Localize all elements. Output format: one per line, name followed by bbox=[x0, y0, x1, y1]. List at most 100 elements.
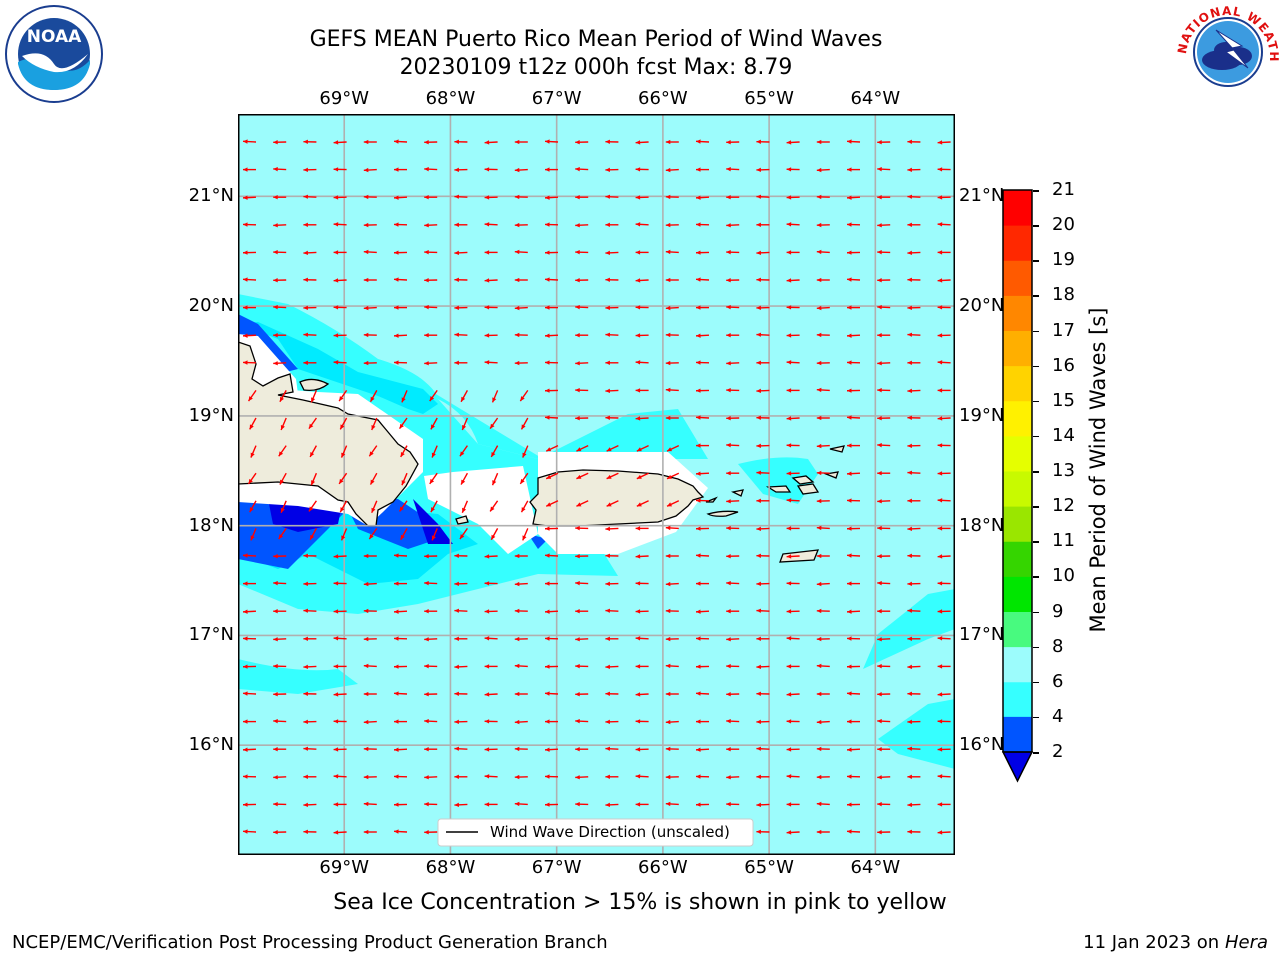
wind-vector-head bbox=[273, 609, 278, 614]
wind-vector-head bbox=[907, 829, 912, 834]
wind-vector-head bbox=[667, 447, 673, 452]
wind-vector-head bbox=[786, 747, 792, 752]
wind-vector-head bbox=[303, 608, 309, 613]
wind-vector-head bbox=[605, 664, 611, 670]
wind-vector-head bbox=[635, 360, 641, 365]
wind-vector-head bbox=[756, 608, 762, 613]
wind-vector-head bbox=[786, 498, 792, 503]
colorbar-tick bbox=[1033, 506, 1039, 508]
wind-vector-head bbox=[665, 415, 671, 421]
wind-vector-head bbox=[248, 396, 253, 402]
wind-vector-head bbox=[665, 746, 671, 752]
wind-vector-head bbox=[490, 506, 495, 512]
wind-vector-head bbox=[756, 222, 761, 227]
wind-vector-head bbox=[937, 498, 943, 503]
wind-vector-head bbox=[635, 388, 641, 393]
wind-vector-head bbox=[605, 222, 610, 227]
wind-vector-head bbox=[726, 442, 731, 448]
wind-vector-head bbox=[454, 305, 459, 310]
wind-vector-head bbox=[605, 553, 610, 558]
wind-vector-head bbox=[308, 423, 314, 429]
wind-vector-head bbox=[424, 278, 429, 283]
wind-vector-head bbox=[454, 774, 459, 779]
wind-vector-head bbox=[333, 167, 339, 172]
wind-vector-head bbox=[816, 498, 822, 504]
wind-vector-head bbox=[726, 664, 731, 669]
wind-vector-head bbox=[545, 250, 550, 255]
wind-vector-head bbox=[243, 636, 248, 641]
wind-vector-head bbox=[484, 333, 490, 338]
wind-vector-head bbox=[273, 637, 278, 642]
wind-vector-head bbox=[333, 609, 339, 614]
wind-vector-head bbox=[756, 139, 761, 144]
wind-vector-head bbox=[520, 478, 525, 484]
map-subtitle: 20230109 t12z 000h fcst Max: 8.79 bbox=[399, 55, 793, 80]
colorbar-tick-label: 17 bbox=[1052, 319, 1075, 341]
wind-vector-head bbox=[847, 829, 852, 834]
wind-vector-head bbox=[575, 333, 580, 338]
wind-vector-head bbox=[635, 278, 641, 283]
wind-vector-head bbox=[606, 474, 612, 479]
wind-vector-head bbox=[847, 333, 852, 338]
wind-vector-head bbox=[454, 691, 459, 696]
wind-vector-head bbox=[786, 278, 792, 283]
wind-vector-head bbox=[454, 636, 459, 641]
wind-vector-head bbox=[636, 502, 642, 507]
colorbar-band bbox=[1003, 330, 1032, 367]
wind-vector-head bbox=[877, 775, 882, 780]
wind-vector-head bbox=[907, 719, 912, 724]
wind-vector-head bbox=[756, 581, 761, 586]
wind-vector-head bbox=[394, 333, 399, 338]
wind-vector-head bbox=[665, 636, 671, 642]
wind-vector-head bbox=[756, 774, 761, 779]
wind-vector-head bbox=[726, 471, 731, 476]
wind-vector-head bbox=[665, 608, 671, 614]
wind-vector-head bbox=[667, 474, 673, 479]
wind-vector-head bbox=[303, 829, 308, 834]
wind-vector-head bbox=[484, 664, 490, 669]
wind-vector-head bbox=[424, 692, 429, 697]
wind-vector-head bbox=[575, 304, 580, 310]
wind-vector-head bbox=[877, 692, 882, 697]
wind-vector-head bbox=[454, 719, 459, 724]
wind-vector-head bbox=[726, 166, 731, 172]
wind-vector-head bbox=[937, 443, 943, 448]
lat-label-left: 20°N bbox=[188, 295, 234, 317]
colorbar-tick-label: 19 bbox=[1052, 249, 1075, 271]
wind-vector-head bbox=[786, 416, 792, 421]
colorbar-tick bbox=[1033, 681, 1039, 684]
wind-vector-head bbox=[279, 396, 284, 402]
lat-label-left: 21°N bbox=[188, 185, 234, 207]
wind-vector-head bbox=[726, 580, 731, 586]
wind-vector-head bbox=[907, 167, 912, 172]
wind-vector-head bbox=[726, 775, 731, 780]
wind-vector-head bbox=[273, 775, 278, 780]
wind-vector-head bbox=[635, 526, 641, 531]
wind-vector-head bbox=[665, 139, 671, 145]
wind-vector-head bbox=[696, 277, 701, 282]
wind-vector-head bbox=[665, 277, 671, 283]
wind-vector-head bbox=[484, 278, 490, 283]
wind-vector-head bbox=[816, 305, 822, 311]
wind-vector-head bbox=[333, 554, 339, 559]
wind-vector-head bbox=[635, 222, 641, 227]
wind-vector-head bbox=[545, 195, 550, 200]
wind-vector-head bbox=[696, 195, 701, 200]
wind-vector-head bbox=[816, 636, 822, 642]
colorbar-band bbox=[1003, 541, 1032, 577]
wind-vector-head bbox=[514, 581, 520, 587]
wind-vector-head bbox=[545, 222, 550, 227]
wind-vector-head bbox=[605, 746, 611, 751]
wind-vector-head bbox=[454, 664, 460, 670]
wind-vector-head bbox=[545, 719, 550, 724]
wind-vector-head bbox=[907, 691, 912, 696]
lat-label-right: 18°N bbox=[959, 514, 1005, 536]
wind-vector-head bbox=[273, 580, 278, 586]
wind-vector-head bbox=[635, 692, 641, 697]
wind-vector-head bbox=[424, 775, 429, 780]
wind-vector-head bbox=[363, 691, 369, 697]
wind-vector-head bbox=[756, 526, 762, 532]
wind-vector-head bbox=[726, 140, 731, 145]
wind-vector-head bbox=[278, 451, 284, 457]
wind-vector-head bbox=[424, 333, 429, 338]
